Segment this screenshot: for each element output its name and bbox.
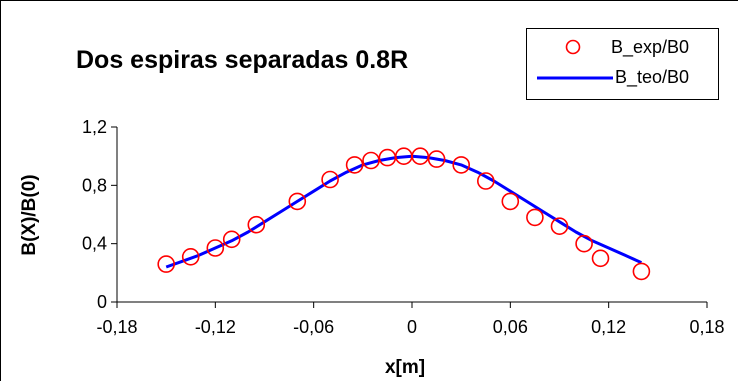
axes (111, 126, 708, 308)
data-point (157, 255, 175, 273)
y-tick-label: 0,4 (82, 234, 107, 254)
legend-label-teo: B_teo/B0 (615, 67, 690, 87)
series-lines (165, 154, 643, 269)
data-point (288, 192, 307, 211)
data-point (321, 170, 339, 189)
y-tick-label: 0 (97, 292, 107, 312)
tick-labels: -0,18 -0,12 -0,06 0 0,06 0,12 0,18 0 0,4 0,8 1,2 (82, 117, 725, 337)
data-point (222, 230, 241, 249)
data-point (632, 262, 651, 281)
y-tick-label: 1,2 (82, 117, 107, 137)
data-point (247, 215, 266, 234)
y-tick-label: 0,8 (82, 175, 107, 195)
data-point (476, 172, 495, 190)
line-swatch-icon (537, 76, 613, 80)
legend-entry-teo: B_teo/B0 (527, 65, 718, 89)
x-tick-label: -0,18 (96, 317, 137, 337)
data-point (411, 147, 430, 165)
legend-label-exp: B_exp/B0 (611, 37, 690, 57)
data-point (362, 151, 380, 170)
data-point (526, 208, 544, 227)
x-tick-label: 0,12 (591, 317, 626, 337)
open-circle-marker-icon (565, 39, 581, 55)
data-point (206, 239, 225, 257)
x-tick-label: -0,06 (293, 317, 334, 337)
data-point (345, 156, 364, 174)
series-markers (157, 147, 651, 281)
x-tick-label: -0,12 (195, 317, 236, 337)
x-axis-label: x[m] (384, 357, 426, 378)
data-point (427, 150, 446, 168)
data-point (181, 247, 200, 266)
legend: B_exp/B0 B_teo/B0 (526, 28, 719, 100)
data-point (575, 234, 593, 253)
series-line-1 (165, 154, 643, 269)
legend-entry-exp: B_exp/B0 (527, 35, 718, 59)
data-point (452, 156, 471, 174)
chart-title: Dos espiras separadas 0.8R (76, 46, 409, 74)
y-axis-label: B(X)/B(0) (19, 174, 40, 256)
x-tick-label: 0,06 (493, 317, 528, 337)
x-tick-label: 0,18 (689, 317, 724, 337)
data-point (550, 217, 569, 235)
data-point (501, 192, 520, 211)
x-tick-label: 0 (407, 317, 417, 337)
data-point (591, 249, 610, 268)
